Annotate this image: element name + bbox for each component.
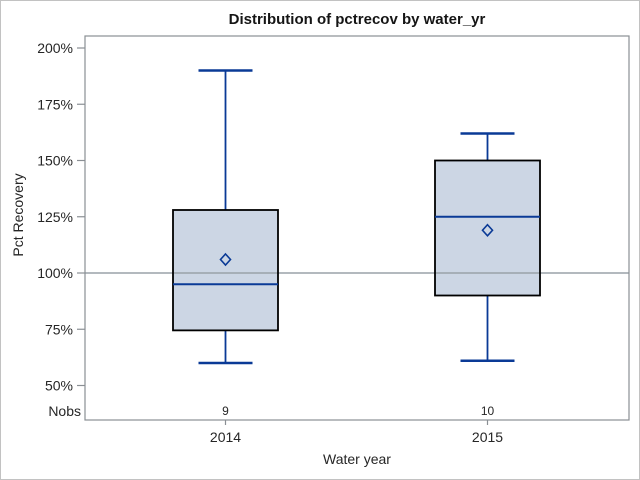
plot-frame [84, 35, 630, 421]
nobs-label: Nobs [48, 403, 81, 419]
x-tick-label: 2014 [210, 429, 241, 445]
y-tick-label: 125% [37, 209, 73, 225]
box-fill-2014 [173, 210, 278, 331]
box-outline-2014 [172, 209, 279, 332]
x-axis-title: Water year [323, 451, 391, 467]
mean-diamond-2014 [219, 252, 232, 267]
x-tick-label: 2015 [472, 429, 503, 445]
nobs-value: 10 [481, 404, 495, 418]
mean-diamond-2015 [481, 223, 494, 237]
y-tick-label: 100% [37, 265, 73, 281]
y-tick-label: 200% [37, 40, 73, 56]
nobs-value: 9 [222, 404, 229, 418]
chart-title: Distribution of pctrecov by water_yr [228, 11, 486, 28]
y-tick-label: 50% [45, 378, 73, 394]
y-tick-label: 175% [37, 96, 73, 112]
y-tick-label: 150% [37, 153, 73, 169]
y-tick-label: 75% [45, 321, 73, 337]
box-outline-2015 [434, 159, 541, 297]
box-fill-2015 [435, 160, 540, 296]
